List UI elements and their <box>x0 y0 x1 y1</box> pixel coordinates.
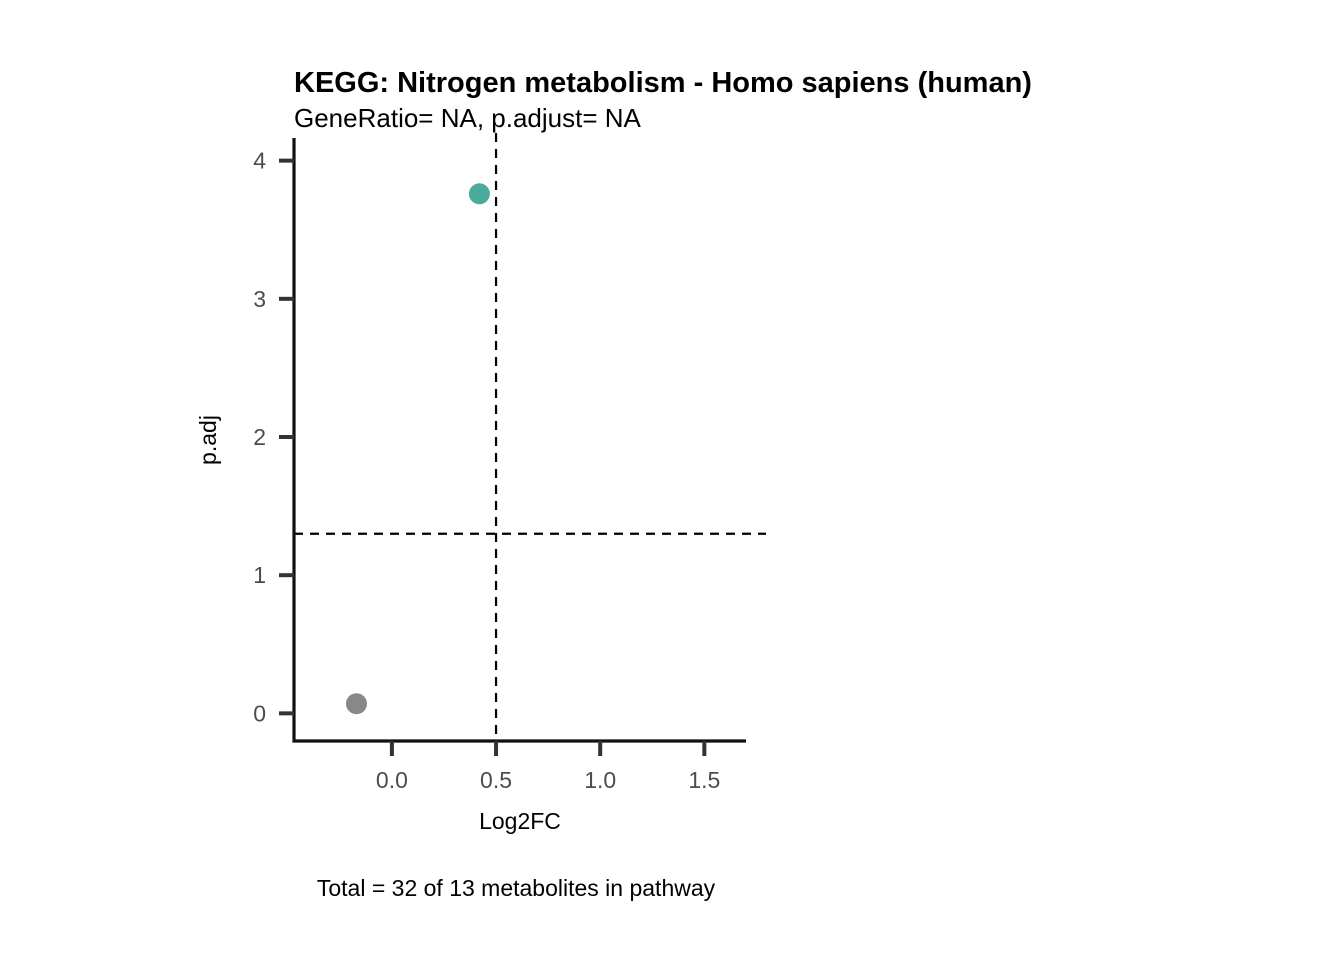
data-points <box>345 183 490 715</box>
y-tick-label: 4 <box>253 148 266 174</box>
x-tick-label: 0.5 <box>480 767 512 793</box>
y-axis-ticks: 0 1 2 3 4 <box>253 148 294 726</box>
y-tick-label: 0 <box>253 700 266 726</box>
data-point-1 <box>468 183 490 205</box>
y-tick-label: 2 <box>253 424 266 450</box>
chart-title: KEGG: Nitrogen metabolism - Homo sapiens… <box>294 67 1032 99</box>
x-axis-label: Log2FC <box>479 808 561 834</box>
x-tick-label: 1.0 <box>584 767 616 793</box>
chart-subtitle: GeneRatio= NA, p.adjust= NA <box>294 103 642 133</box>
x-tick-label: 0.0 <box>376 767 408 793</box>
y-tick-label: 1 <box>253 562 266 588</box>
x-axis-ticks: 0.0 0.5 1.0 1.5 <box>376 741 720 793</box>
data-point-2 <box>345 693 367 715</box>
x-tick-label: 1.5 <box>688 767 720 793</box>
y-axis-label: p.adj <box>195 415 221 465</box>
chart-caption: Total = 32 of 13 metabolites in pathway <box>317 875 716 901</box>
axes <box>292 138 746 743</box>
y-tick-label: 3 <box>253 286 266 312</box>
reference-lines <box>294 133 766 741</box>
